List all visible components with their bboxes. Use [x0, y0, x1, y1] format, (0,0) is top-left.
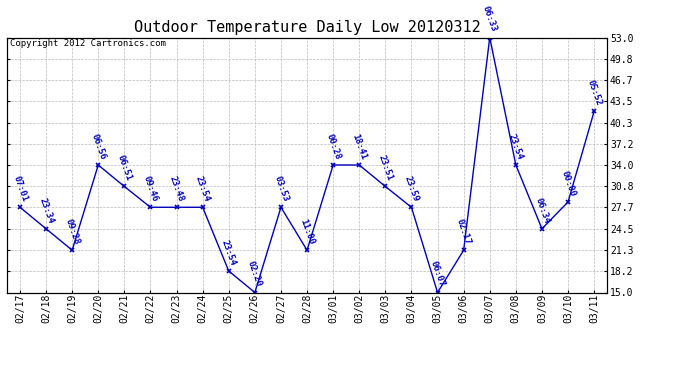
- Text: 23:34: 23:34: [37, 196, 55, 225]
- Text: 09:28: 09:28: [63, 218, 81, 246]
- Text: 06:51: 06:51: [115, 154, 133, 182]
- Text: 05:52: 05:52: [585, 79, 603, 107]
- Title: Outdoor Temperature Daily Low 20120312: Outdoor Temperature Daily Low 20120312: [134, 20, 480, 35]
- Text: 23:54: 23:54: [194, 175, 211, 203]
- Text: 07:01: 07:01: [11, 175, 29, 203]
- Text: 00:00: 00:00: [559, 170, 577, 198]
- Text: 06:56: 06:56: [90, 132, 107, 161]
- Text: 00:28: 00:28: [324, 132, 342, 161]
- Text: 23:54: 23:54: [220, 238, 237, 267]
- Text: 23:48: 23:48: [168, 175, 186, 203]
- Text: 06:33: 06:33: [481, 5, 499, 33]
- Text: 03:53: 03:53: [272, 175, 290, 203]
- Text: 23:51: 23:51: [377, 154, 394, 182]
- Text: 02:17: 02:17: [455, 218, 473, 246]
- Text: 23:54: 23:54: [507, 132, 524, 161]
- Text: 06:34: 06:34: [533, 196, 551, 225]
- Text: 11:00: 11:00: [298, 218, 316, 246]
- Text: 18:41: 18:41: [351, 132, 368, 161]
- Text: 23:59: 23:59: [403, 175, 420, 203]
- Text: Copyright 2012 Cartronics.com: Copyright 2012 Cartronics.com: [10, 39, 166, 48]
- Text: 02:20: 02:20: [246, 260, 264, 288]
- Text: 06:07: 06:07: [428, 260, 446, 288]
- Text: 09:46: 09:46: [141, 175, 159, 203]
